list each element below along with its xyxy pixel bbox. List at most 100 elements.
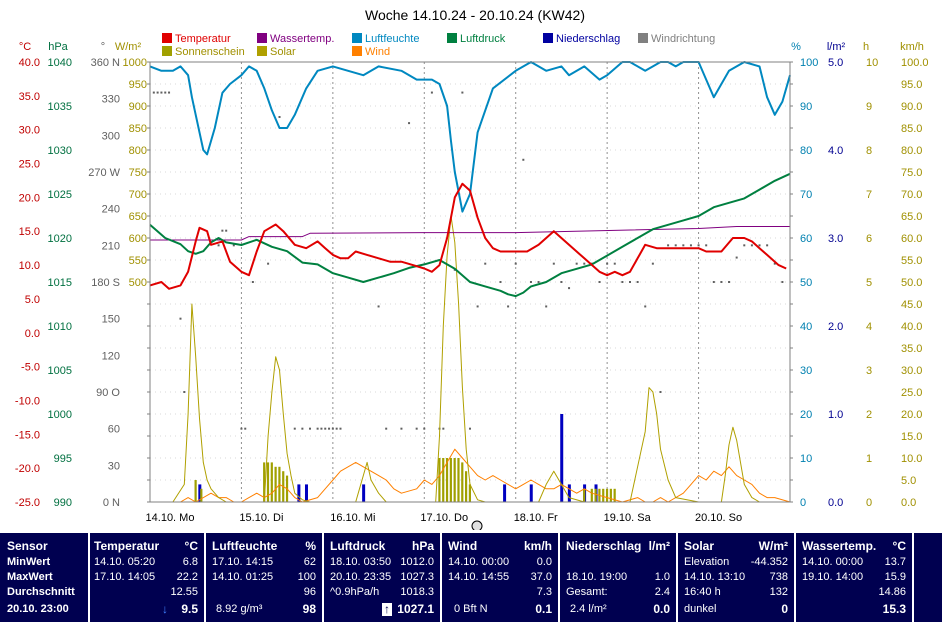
sunshine-bar	[438, 458, 441, 502]
legend-swatch	[257, 33, 267, 43]
wind-direction-point	[408, 122, 411, 125]
axis-tick-label: 850	[129, 123, 147, 135]
temp-avg: 12.55	[170, 586, 198, 598]
axis-tick-label: 30	[108, 460, 120, 472]
axis-tick-label: 750	[129, 167, 147, 179]
wind-direction-point	[667, 244, 670, 247]
axis-tick-label: 1030	[48, 145, 72, 157]
wind-direction-point	[156, 91, 159, 94]
sunshine-bar	[461, 462, 464, 502]
hum-max: 100	[297, 571, 316, 583]
axis-tick-label: 25.0	[901, 387, 922, 399]
axis-unit: km/h	[900, 41, 924, 53]
solar-head: Solar	[684, 539, 715, 553]
wind-direction-point	[251, 281, 254, 283]
axis-tick-label: 240	[102, 204, 120, 216]
press-unit: hPa	[411, 539, 434, 553]
axis-tick-label: 30.0	[19, 125, 40, 137]
rain-bar	[560, 414, 564, 502]
press-current: 1027.1	[397, 602, 434, 616]
wind-direction-point	[552, 262, 555, 265]
press-avg: 1018.3	[400, 586, 434, 598]
rain-unit: l/m²	[648, 539, 670, 553]
wind-direction-point	[160, 91, 163, 94]
axis-tick-label: 1040	[48, 57, 72, 69]
wind-direction-point	[377, 305, 380, 308]
axis-tick-label: 330	[102, 94, 120, 106]
wind-direction-point	[301, 427, 304, 430]
axis-tick-label: 1000	[48, 409, 72, 421]
axis-tick-label: -5.0	[21, 362, 40, 374]
axis-tick-label: 950	[129, 79, 147, 91]
axis-tick-label: 550	[129, 255, 147, 267]
axis-tick-label: 55.0	[901, 255, 922, 267]
wind-direction-point	[339, 427, 342, 430]
wind-direction-point	[659, 391, 662, 393]
temp-max: 22.2	[176, 571, 198, 583]
rain-sum: 2.4 l/m²	[570, 603, 607, 615]
axis-tick-label: -20.0	[15, 463, 40, 475]
axis-tick-label: 650	[129, 211, 147, 223]
wind-direction-point	[712, 281, 715, 283]
wind-min: 0.0	[536, 556, 552, 568]
wind-direction-point	[293, 427, 296, 430]
press-head: Luftdruck	[330, 539, 386, 553]
axis-unit: %	[791, 41, 801, 53]
hum-max-time: 14.10. 01:25	[212, 571, 274, 583]
axis-tick-label: 5	[866, 277, 872, 289]
wind-direction-point	[385, 427, 388, 430]
wind-direction-point	[598, 281, 601, 283]
solar-current: 0	[781, 602, 788, 616]
axis-tick-label: 30	[800, 365, 812, 377]
wind-direction-point	[636, 281, 639, 283]
axis-tick-label: 5.0	[25, 294, 40, 306]
wind-direction-point	[720, 281, 723, 283]
wind-direction-point	[689, 244, 692, 247]
wind-direction-point	[537, 281, 540, 283]
stats-table: Sensor MinWert MaxWert Durchschnitt 20.1…	[0, 533, 950, 625]
wind-direction-point	[469, 427, 471, 430]
press-trend: ^0.9hPa/h	[330, 586, 380, 598]
wind-direction-point	[232, 244, 235, 247]
wind-direction-point	[316, 427, 319, 430]
axis-tick-label: 3	[866, 365, 872, 377]
wind-direction-point	[583, 262, 586, 265]
axis-tick-label: 90 O	[96, 387, 120, 399]
rain-current: 0.0	[653, 602, 670, 616]
wind-direction-point	[773, 262, 776, 265]
axis-tick-label: 10.0	[901, 453, 922, 465]
wind-direction-point	[529, 281, 532, 283]
axis-tick-label: 2.0	[828, 321, 843, 333]
press-min: 1012.0	[400, 556, 434, 568]
wind-direction-point	[575, 262, 578, 265]
axis-tick-label: 800	[129, 145, 147, 157]
axis-unit: W/m²	[115, 41, 142, 53]
wind-direction-point	[400, 427, 403, 430]
rain-bar	[304, 484, 308, 502]
legend-swatch	[447, 33, 457, 43]
sunshine-bar	[605, 488, 609, 502]
axis-tick-label: 40.0	[901, 321, 922, 333]
axis-tick-label: 60	[800, 233, 812, 245]
axis-tick-label: -15.0	[15, 429, 40, 441]
axis-tick-label: 1010	[48, 321, 72, 333]
sunshine-bar	[468, 484, 471, 502]
pressure-col: Luftdruck hPa 18.10. 03:50 1012.0 20.10. 2…	[324, 533, 440, 622]
axis-tick-label: -10.0	[15, 395, 40, 407]
solar-state: dunkel	[684, 603, 717, 615]
rain-bar	[503, 484, 507, 502]
axis-tick-label: 700	[129, 189, 147, 201]
axis-tick-label: 1000	[123, 57, 147, 69]
axis-tick-label: 30.0	[901, 365, 922, 377]
water-min: 13.7	[884, 556, 906, 568]
sunshine-bar	[270, 462, 273, 502]
time-cursor-handle[interactable]	[471, 520, 483, 530]
wind-direction-point	[682, 244, 685, 247]
wind-direction-point	[328, 427, 331, 430]
axis-tick-label: 6	[866, 233, 872, 245]
axis-tick-label: 3.0	[828, 233, 843, 245]
hum-abs: 8.92 g/m³	[216, 603, 263, 615]
legend-label: Luftfeuchte	[365, 33, 419, 45]
wind-direction-point	[514, 262, 517, 265]
solar-unit: W/m²	[758, 539, 788, 553]
